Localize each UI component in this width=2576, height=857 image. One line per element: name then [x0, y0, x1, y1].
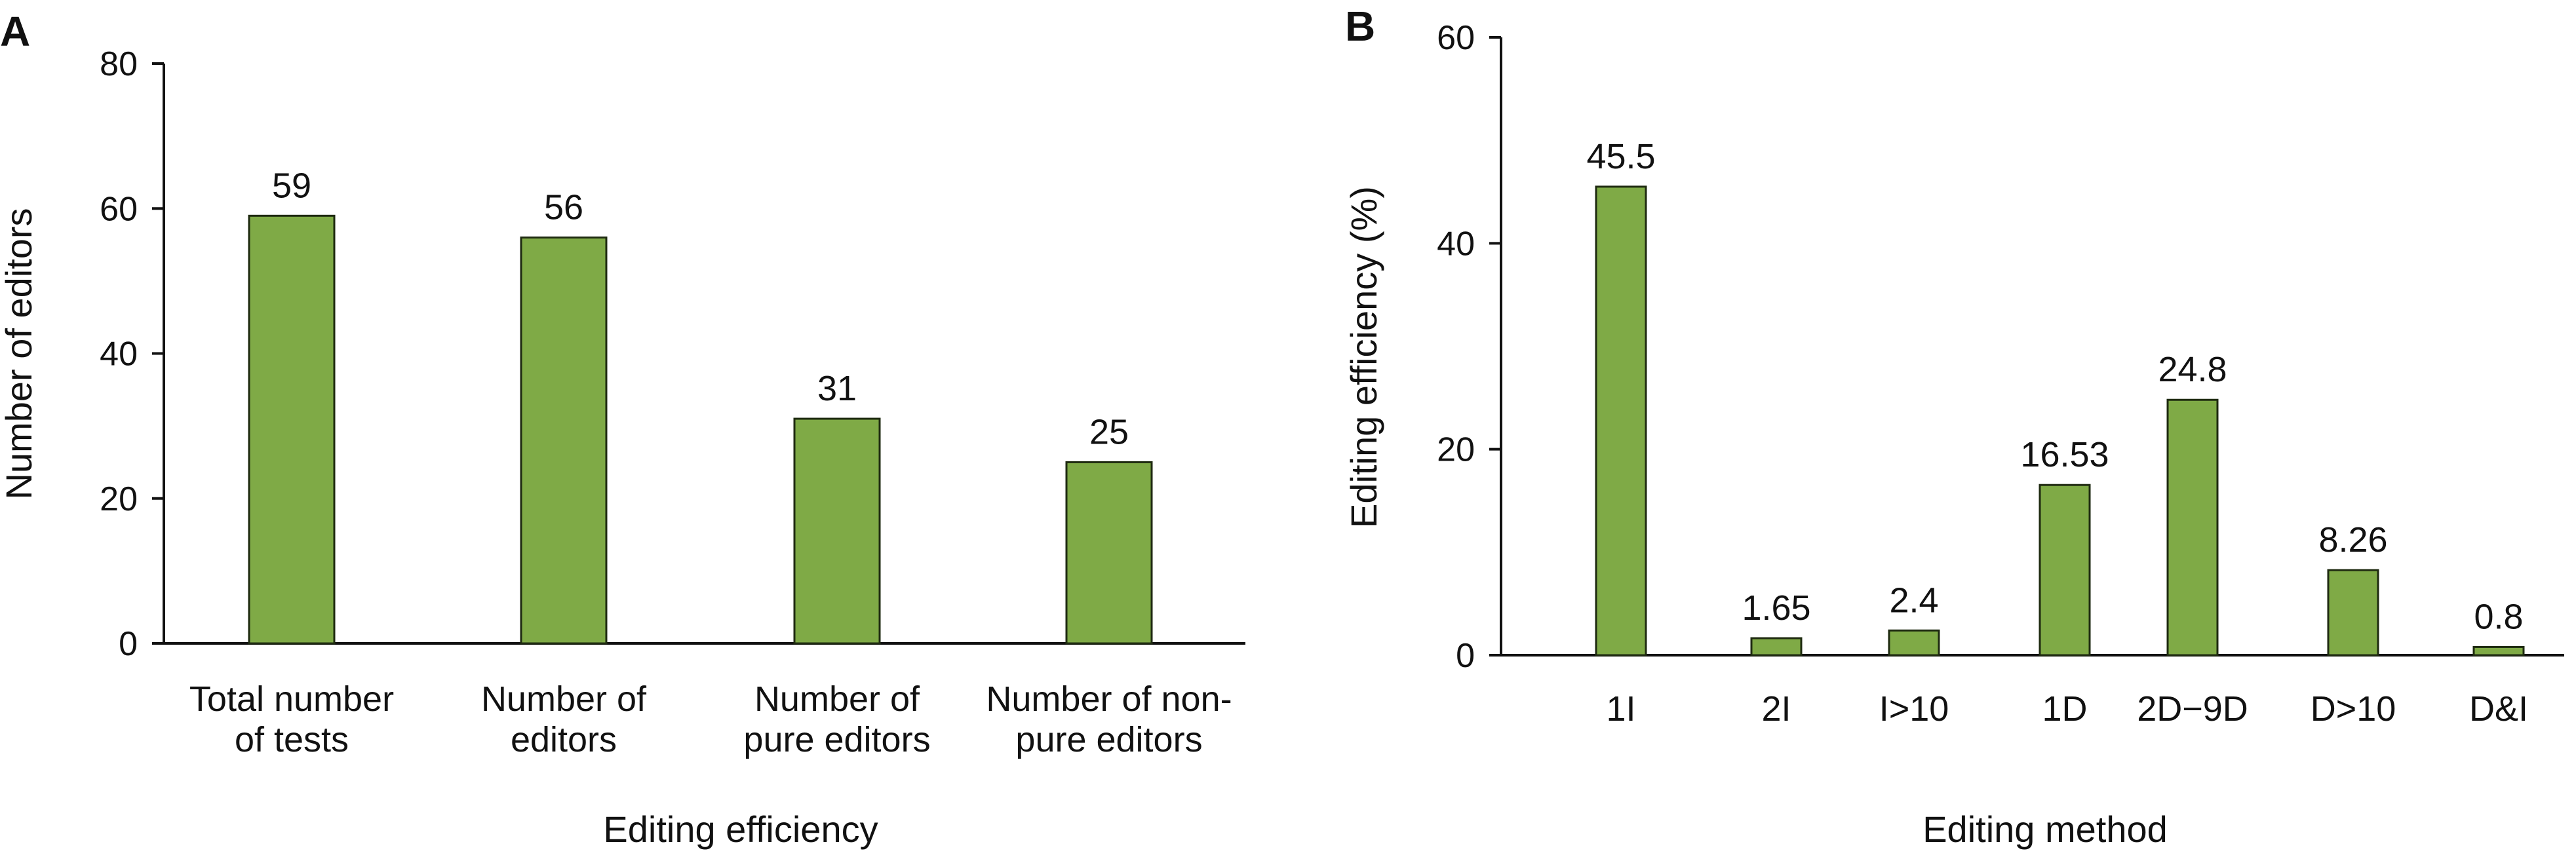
bar	[2039, 484, 2091, 657]
y-tick-label: 20	[100, 480, 138, 518]
x-axis-title: Editing efficiency	[603, 809, 878, 850]
data-label: 24.8	[2158, 350, 2227, 389]
y-tick-label: 60	[1437, 19, 1475, 57]
data-label: 56	[544, 188, 583, 227]
x-axis-title: Editing method	[1922, 809, 2168, 850]
data-label: 45.5	[1586, 137, 1655, 176]
panel-b-chart: B 0 20 40 60 Editing efficiency (%) 45.5 1I 1.65…	[1343, 3, 2564, 850]
category-label: pure editors	[1015, 720, 1202, 759]
category-label: Number of non-	[986, 679, 1232, 719]
y-tick-label: 0	[1456, 637, 1475, 675]
y-tick-label: 40	[1437, 225, 1475, 263]
category-label: 1D	[2042, 689, 2087, 729]
category-label: 2D−9D	[2137, 689, 2248, 729]
y-tick-label: 60	[100, 190, 138, 228]
category-label: 2I	[1761, 689, 1791, 729]
category-label: Number of	[754, 679, 920, 719]
category-label: D&I	[2469, 689, 2528, 729]
category-label: editors	[511, 720, 617, 759]
category-label: D>10	[2311, 689, 2396, 729]
bar	[1888, 629, 1940, 657]
category-label: Number of	[481, 679, 647, 719]
category-label: 1I	[1606, 689, 1635, 729]
panel-b-letter: B	[1345, 3, 1375, 50]
bar	[1750, 637, 1803, 657]
data-label: 31	[817, 369, 857, 408]
bar	[2472, 645, 2525, 657]
bar	[1065, 461, 1153, 645]
data-label: 2.4	[1889, 581, 1938, 620]
y-tick-label: 80	[100, 45, 138, 83]
y-tick-label: 20	[1437, 431, 1475, 469]
data-label: 25	[1089, 412, 1129, 451]
data-label: 59	[272, 166, 311, 205]
bar	[248, 214, 336, 645]
category-label: I>10	[1879, 689, 1949, 729]
y-axis-title: Editing efficiency (%)	[1343, 186, 1384, 528]
panel-a-letter: A	[0, 8, 30, 55]
category-label: Total number	[189, 679, 394, 719]
category-label: pure editors	[743, 720, 930, 759]
data-label: 16.53	[2020, 435, 2109, 474]
bar	[1595, 185, 1647, 657]
data-label: 1.65	[1742, 588, 1810, 628]
category-label: of tests	[235, 720, 349, 759]
y-axis-title: Number of editors	[0, 208, 39, 499]
data-label: 0.8	[2474, 597, 2523, 636]
data-label: 8.26	[2318, 520, 2387, 560]
bar	[2327, 569, 2379, 657]
bar	[520, 237, 608, 645]
bar	[793, 417, 881, 645]
bar	[2166, 398, 2219, 657]
y-tick-label: 40	[100, 335, 138, 373]
panel-a-chart: A 0 20 40 60 80 Number of editors 59 Total numbe…	[0, 8, 1245, 850]
y-tick-label: 0	[119, 625, 138, 663]
